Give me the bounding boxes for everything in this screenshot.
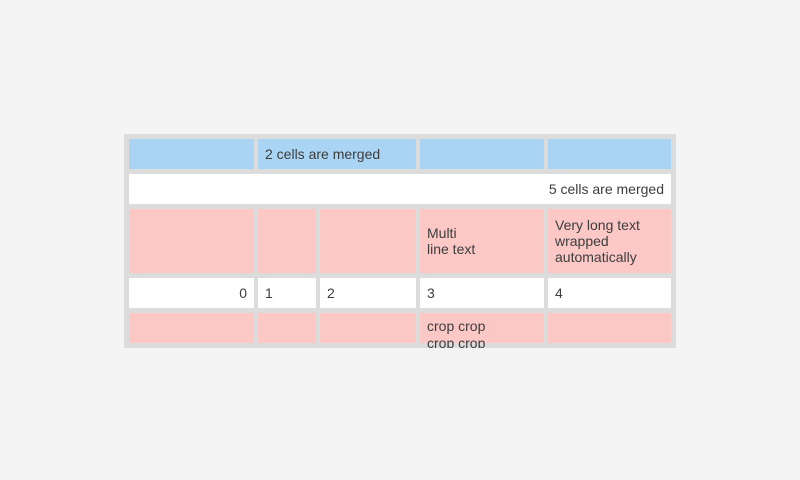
table-cell-r3c4-multiline[interactable]: Multi line text <box>420 209 544 273</box>
table-cell-r1-merged-2cells[interactable]: 2 cells are merged <box>258 139 416 169</box>
table-cell-r3c5-wrapped[interactable]: Very long text wrapped automatically <box>548 209 671 273</box>
table-cell-r4c1[interactable]: 0 <box>129 278 254 308</box>
table-cell-r3c3[interactable] <box>320 209 416 273</box>
table-cell-r3c1[interactable] <box>129 209 254 273</box>
table-cell-r5c4-cropped[interactable]: crop crop crop crop <box>420 313 544 348</box>
table-cell-r5c1[interactable] <box>129 313 254 343</box>
table-widget: 2 cells are merged 5 cells are merged Mu… <box>124 134 676 348</box>
table-cell-r4c4[interactable]: 3 <box>420 278 544 308</box>
table-cell-r1c1[interactable] <box>129 139 254 169</box>
table-cell-r4c3[interactable]: 2 <box>320 278 416 308</box>
table-cell-r4c5[interactable]: 4 <box>548 278 671 308</box>
table-cell-r2-merged-5cells[interactable]: 5 cells are merged <box>129 174 671 204</box>
table-cell-r1c4[interactable] <box>420 139 544 169</box>
table-cell-r5c2[interactable] <box>258 313 316 343</box>
table-cell-r5c3[interactable] <box>320 313 416 343</box>
table-cell-r1c5[interactable] <box>548 139 671 169</box>
table-cell-r5c5[interactable] <box>548 313 671 343</box>
table-cell-r3c2[interactable] <box>258 209 316 273</box>
table-cell-r4c2[interactable]: 1 <box>258 278 316 308</box>
